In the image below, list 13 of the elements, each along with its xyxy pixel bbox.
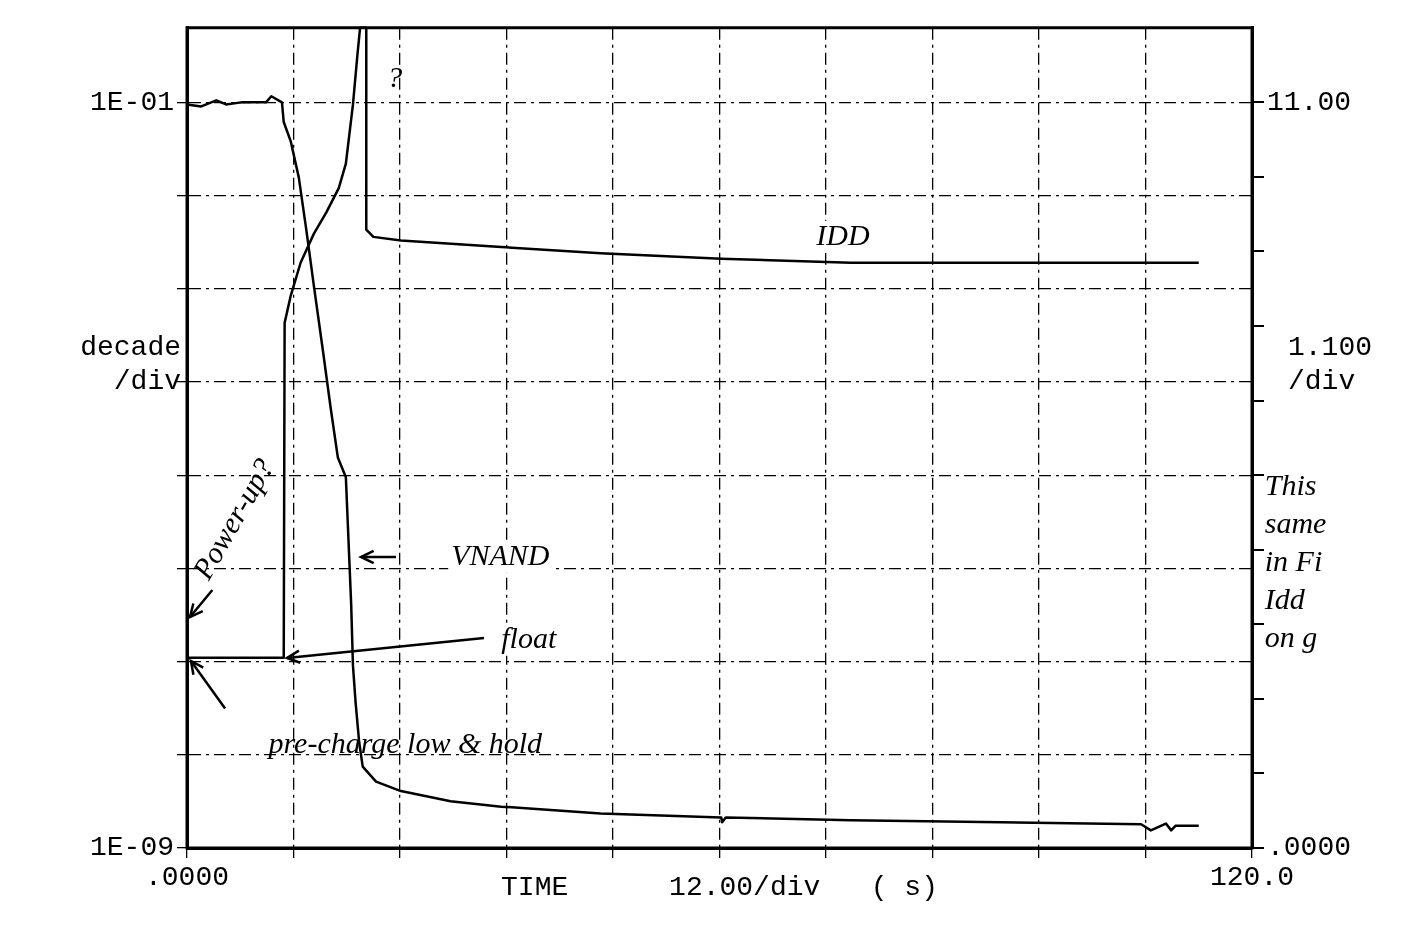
x-axis-title: TIME 12.00/div ( s) <box>501 871 938 903</box>
y2-tick-label: 11.00 <box>1267 86 1352 118</box>
y2-tick-label: .0000 <box>1267 832 1352 864</box>
y-axis-title: decade /div <box>80 332 181 398</box>
y-tick-label: 1E-01 <box>89 86 174 118</box>
text: This same in Fi Idd on g <box>1263 468 1327 653</box>
x-tick-label: 120.0 <box>1209 862 1295 894</box>
y-tick-label: 1E-09 <box>89 832 174 864</box>
legend-label: VNAND <box>451 537 550 571</box>
annotation: float <box>501 620 557 654</box>
series-label: IDD <box>815 217 870 251</box>
annotation: ? <box>387 60 403 94</box>
y2-axis-title: 1.100 /div <box>1288 332 1373 398</box>
